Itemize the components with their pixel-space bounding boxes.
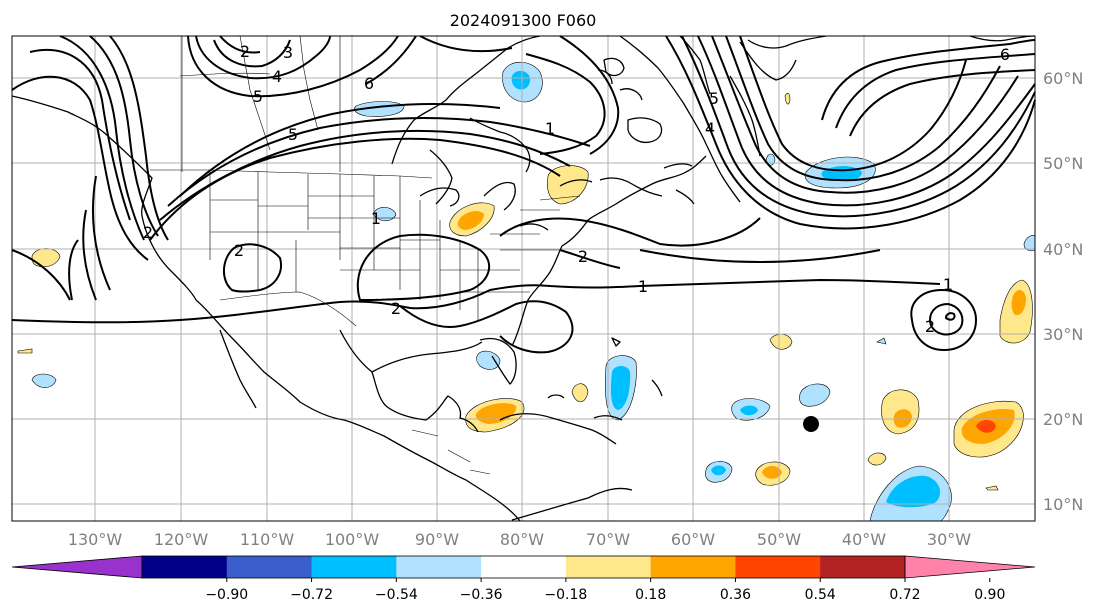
colorbar-tick-label: 0.54 — [805, 587, 836, 603]
map-title: 2024091300 F060 — [450, 11, 597, 30]
contour-label: 2 — [578, 247, 588, 266]
lat-label: 50°N — [1043, 154, 1083, 173]
lat-label: 40°N — [1043, 240, 1083, 259]
contour-label: 6 — [1000, 45, 1010, 64]
colorbar-segment — [396, 556, 482, 578]
neg-blob-core — [740, 405, 758, 416]
lon-label: 120°W — [154, 530, 209, 549]
colorbar-tick-label: 0.36 — [720, 587, 751, 603]
colorbar-segment — [820, 556, 906, 578]
neg-blob-core — [511, 70, 531, 90]
contour-label: 2 — [925, 317, 935, 336]
colorbar-extend-high — [904, 555, 1036, 579]
lon-label: 130°W — [68, 530, 123, 549]
pos-blob — [867, 452, 887, 466]
neg-blob — [31, 373, 57, 388]
lon-label: 50°W — [757, 530, 801, 549]
lon-label: 60°W — [671, 530, 715, 549]
contour-label: 4 — [705, 119, 715, 138]
contour-label: 2 — [391, 299, 401, 318]
contour-label: 4 — [272, 67, 282, 86]
contour-label: 5 — [288, 125, 298, 144]
latitude-labels: 60°N 50°N 40°N 30°N 20°N 10°N — [1043, 69, 1083, 514]
colorbar-tick-label: −0.18 — [544, 587, 587, 603]
neg-blob-core — [711, 465, 726, 476]
colorbar-extend-low — [11, 555, 143, 579]
contour-labels: 2 3 4 5 6 5 1 5 4 6 2 1 2 1 2 1 2 2 — [143, 42, 1010, 336]
pos-blob-core — [1011, 289, 1026, 316]
pos-blob-core — [976, 420, 996, 433]
colorbar-tick-label: −0.90 — [205, 587, 248, 603]
contour-label: 2 — [234, 241, 244, 260]
contour-label: 1 — [545, 119, 555, 138]
colorbar-tick-label: 0.18 — [635, 587, 666, 603]
longitude-labels: 130°W 120°W 110°W 100°W 90°W 80°W 70°W 6… — [68, 530, 971, 549]
storm-center-marker — [803, 416, 819, 432]
lat-label: 20°N — [1043, 410, 1083, 429]
lon-label: 30°W — [927, 530, 971, 549]
contour-label: 1 — [371, 209, 381, 228]
lon-label: 100°W — [325, 530, 380, 549]
lat-label: 60°N — [1043, 69, 1083, 88]
colorbar-tick-label: 0.90 — [974, 587, 1005, 603]
lon-label: 80°W — [500, 530, 544, 549]
neg-blob — [876, 337, 887, 345]
contour-label: 1 — [943, 275, 953, 294]
colorbar-tick-label: −0.54 — [375, 587, 418, 603]
colorbar-segment — [735, 556, 821, 578]
neg-blob-core — [610, 366, 631, 410]
colorbar-tick-label: 0.72 — [889, 587, 920, 603]
contour-label: 5 — [709, 89, 719, 108]
lon-label: 110°W — [240, 530, 295, 549]
pos-blob-core — [457, 211, 484, 230]
colorbar-tick-label: −0.36 — [460, 587, 503, 603]
lat-label: 30°N — [1043, 325, 1083, 344]
contour-label: 3 — [283, 43, 293, 62]
lat-label: 10°N — [1043, 495, 1083, 514]
lon-label: 90°W — [415, 530, 459, 549]
contour-label: 5 — [253, 87, 263, 106]
contour-label: 2 — [143, 223, 153, 242]
colorbar-frame — [141, 555, 906, 579]
neg-blob — [476, 350, 501, 370]
colorbar-segment — [565, 556, 652, 578]
neg-blob-core — [886, 475, 941, 508]
colorbar-segment — [481, 556, 567, 578]
contour-label: 6 — [364, 74, 374, 93]
colorbar-tick-label: −0.72 — [290, 587, 333, 603]
map-background — [12, 36, 1035, 521]
colorbar-segment — [226, 556, 313, 578]
pos-blob — [769, 333, 793, 350]
graticule — [12, 36, 1035, 521]
colorbar-segment — [311, 556, 397, 578]
map-panel: 2 3 4 5 6 5 1 5 4 6 2 1 2 1 2 1 2 2 — [11, 35, 1036, 522]
map-frame — [11, 35, 1036, 522]
colorbar-segment — [142, 556, 228, 578]
pos-blob — [784, 93, 791, 105]
neg-blob — [372, 206, 397, 222]
lon-label: 40°W — [842, 530, 886, 549]
contour-label: 2 — [240, 42, 250, 61]
colorbar: −0.90 −0.72 −0.54 −0.36 −0.18 0.18 0.36 0.54 0.7… — [11, 555, 1036, 603]
contour-label: 1 — [638, 277, 648, 296]
pos-blob — [985, 485, 999, 491]
pos-blob-core — [893, 409, 912, 428]
pos-blob-core — [762, 466, 782, 479]
pos-blob — [571, 383, 589, 403]
political-borders — [150, 35, 581, 475]
lon-label: 70°W — [586, 530, 630, 549]
contours — [11, 35, 1036, 354]
pos-blob — [17, 348, 33, 354]
neg-blob — [799, 383, 831, 407]
colorbar-segment — [650, 556, 736, 578]
